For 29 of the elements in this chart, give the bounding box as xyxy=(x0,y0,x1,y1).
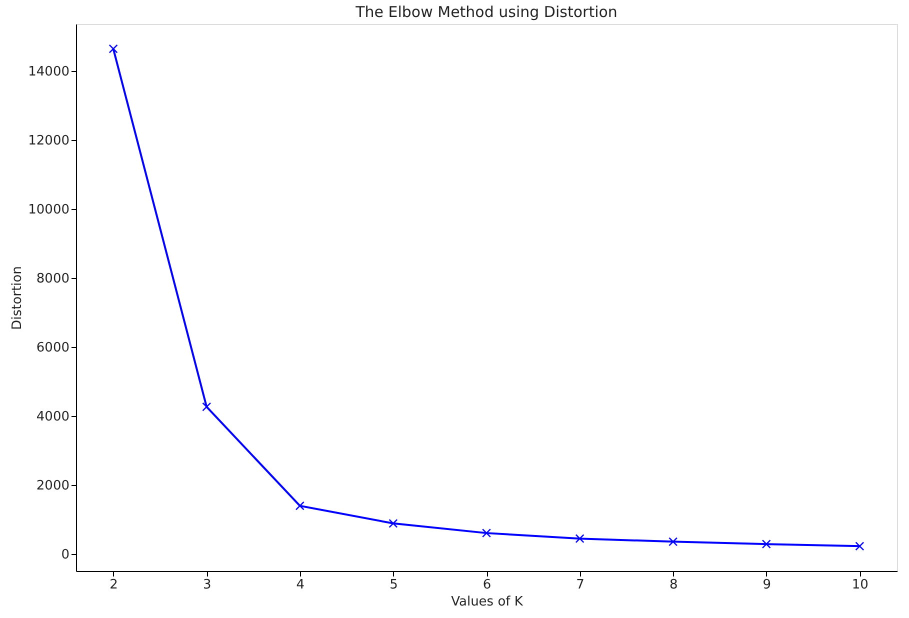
x-tick-label: 7 xyxy=(576,578,584,592)
point xyxy=(668,537,678,546)
y-axis-title: Distortion xyxy=(10,266,26,330)
point xyxy=(202,402,212,412)
y-tick-label: 12000 xyxy=(28,133,70,148)
x-tick-label: 3 xyxy=(202,578,212,592)
point xyxy=(295,501,304,510)
x-tick-label: 4 xyxy=(296,578,305,592)
x-axis-title: Values of K xyxy=(451,594,524,610)
point xyxy=(388,518,398,528)
x-tick-label: 5 xyxy=(390,578,398,592)
point xyxy=(482,528,492,538)
x-tick-label: 10 xyxy=(852,578,868,592)
y-tick-label: 0 xyxy=(61,547,70,562)
y-tick-label: 14000 xyxy=(28,64,70,80)
y-tick-label: 6000 xyxy=(36,340,70,356)
x-tick-label: 8 xyxy=(669,578,678,592)
x-tick-label: 2 xyxy=(110,578,118,592)
y-tick-label: 10000 xyxy=(28,202,70,218)
point xyxy=(575,534,584,544)
point xyxy=(108,44,118,54)
x-tick-label: 9 xyxy=(762,578,772,592)
x-tick-label: 6 xyxy=(482,578,492,592)
point xyxy=(762,540,771,549)
y-tick-label: 2000 xyxy=(36,478,70,494)
y-tick-label: 4000 xyxy=(36,409,70,424)
chart-title: The Elbow Method using Distortion xyxy=(354,3,618,21)
y-tick-label: 8000 xyxy=(36,271,70,286)
point xyxy=(855,542,864,551)
